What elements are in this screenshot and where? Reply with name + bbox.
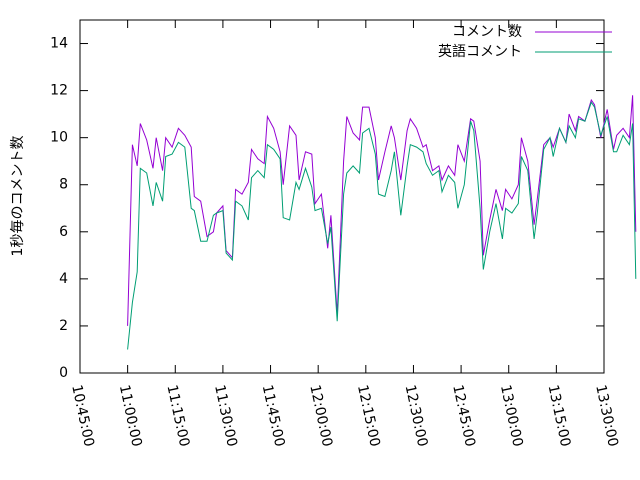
y-tick-label: 14 [50, 36, 68, 52]
y-tick-label: 10 [50, 130, 68, 146]
y-tick-label: 0 [59, 365, 68, 381]
legend-label: コメント数 [452, 24, 522, 40]
series-line [127, 101, 637, 350]
plot-frame [79, 19, 605, 374]
x-tick-label: 13:00:00 [497, 383, 526, 448]
x-tick-label: 12:15:00 [354, 383, 383, 448]
y-axis-label: 1秒毎のコメント数 [10, 136, 26, 257]
x-tick-label: 11:45:00 [259, 383, 288, 448]
y-tick-label: 12 [50, 83, 68, 99]
y-tick-label: 2 [59, 318, 68, 334]
x-tick-label: 13:15:00 [545, 383, 574, 448]
x-tick-label: 12:00:00 [306, 383, 335, 448]
y-tick-label: 4 [59, 271, 68, 287]
x-tick-label: 12:30:00 [402, 383, 431, 448]
legend-label: 英語コメント [438, 43, 522, 60]
x-tick-label: 12:45:00 [449, 383, 478, 448]
x-tick-label: 11:30:00 [211, 383, 240, 448]
x-tick-label: 13:30:00 [592, 383, 621, 448]
y-tick-label: 8 [59, 177, 68, 193]
x-tick-label: 11:15:00 [163, 383, 192, 448]
x-tick-label: 11:00:00 [116, 383, 145, 448]
series-line [127, 95, 637, 326]
y-tick-label: 6 [59, 224, 68, 240]
x-tick-label: 10:45:00 [68, 383, 97, 448]
